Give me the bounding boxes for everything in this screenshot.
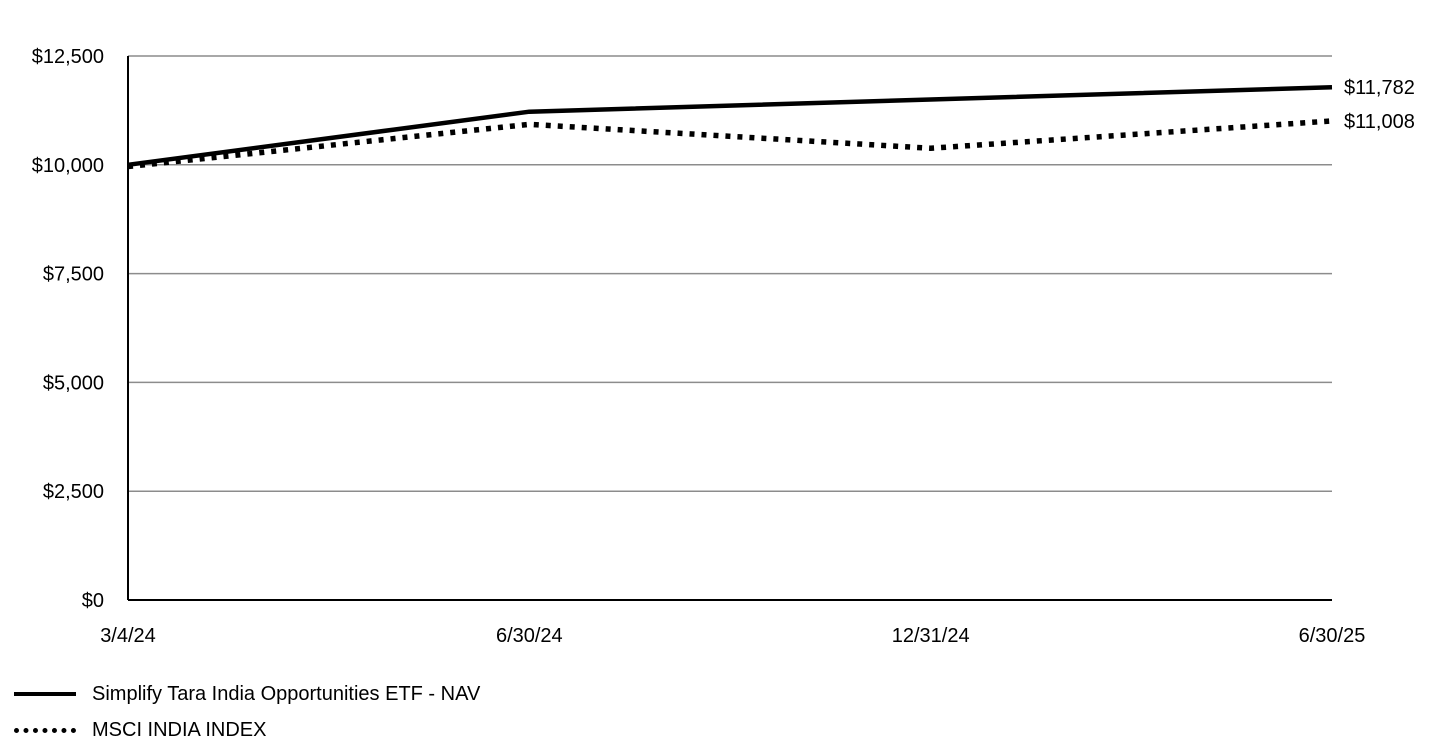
x-tick-label: 6/30/25 xyxy=(1299,625,1366,647)
line-chart: $0 $2,500 $5,000 $7,500 $10,000 $12,500 3/4/2… xyxy=(32,46,1415,647)
gridlines xyxy=(128,55,1332,492)
x-tick-label: 3/4/24 xyxy=(100,625,156,647)
legend-swatch-solid xyxy=(14,692,76,696)
y-tick-label: $5,000 xyxy=(43,372,104,394)
y-tick-label: $7,500 xyxy=(43,264,104,286)
axes xyxy=(127,56,1332,601)
legend-label: MSCI INDIA INDEX xyxy=(92,718,267,741)
series-line-2 xyxy=(127,118,1333,170)
legend-swatch-dotted xyxy=(14,727,76,733)
end-value-label: $11,008 xyxy=(1344,111,1415,133)
end-value-labels: $11,782 $11,008 xyxy=(1344,77,1415,133)
legend: Simplify Tara India Opportunities ETF - … xyxy=(14,676,480,748)
legend-item-nav: Simplify Tara India Opportunities ETF - … xyxy=(14,676,480,712)
y-tick-label: $12,500 xyxy=(32,46,104,68)
legend-label: Simplify Tara India Opportunities ETF - … xyxy=(92,682,481,705)
x-tick-label: 12/31/24 xyxy=(892,625,970,647)
x-axis-tick-labels: 3/4/24 6/30/24 12/31/24 6/30/25 xyxy=(100,625,1365,647)
y-tick-label: $2,500 xyxy=(43,481,104,503)
y-tick-label: $10,000 xyxy=(32,155,104,177)
y-tick-label: $0 xyxy=(82,590,104,612)
y-axis-tick-labels: $0 $2,500 $5,000 $7,500 $10,000 $12,500 xyxy=(32,46,104,612)
legend-item-index: MSCI INDIA INDEX xyxy=(14,712,480,748)
series-lines xyxy=(127,84,1333,170)
series-line-1 xyxy=(127,84,1333,168)
end-value-label: $11,782 xyxy=(1344,77,1415,99)
x-tick-label: 6/30/24 xyxy=(496,625,563,647)
